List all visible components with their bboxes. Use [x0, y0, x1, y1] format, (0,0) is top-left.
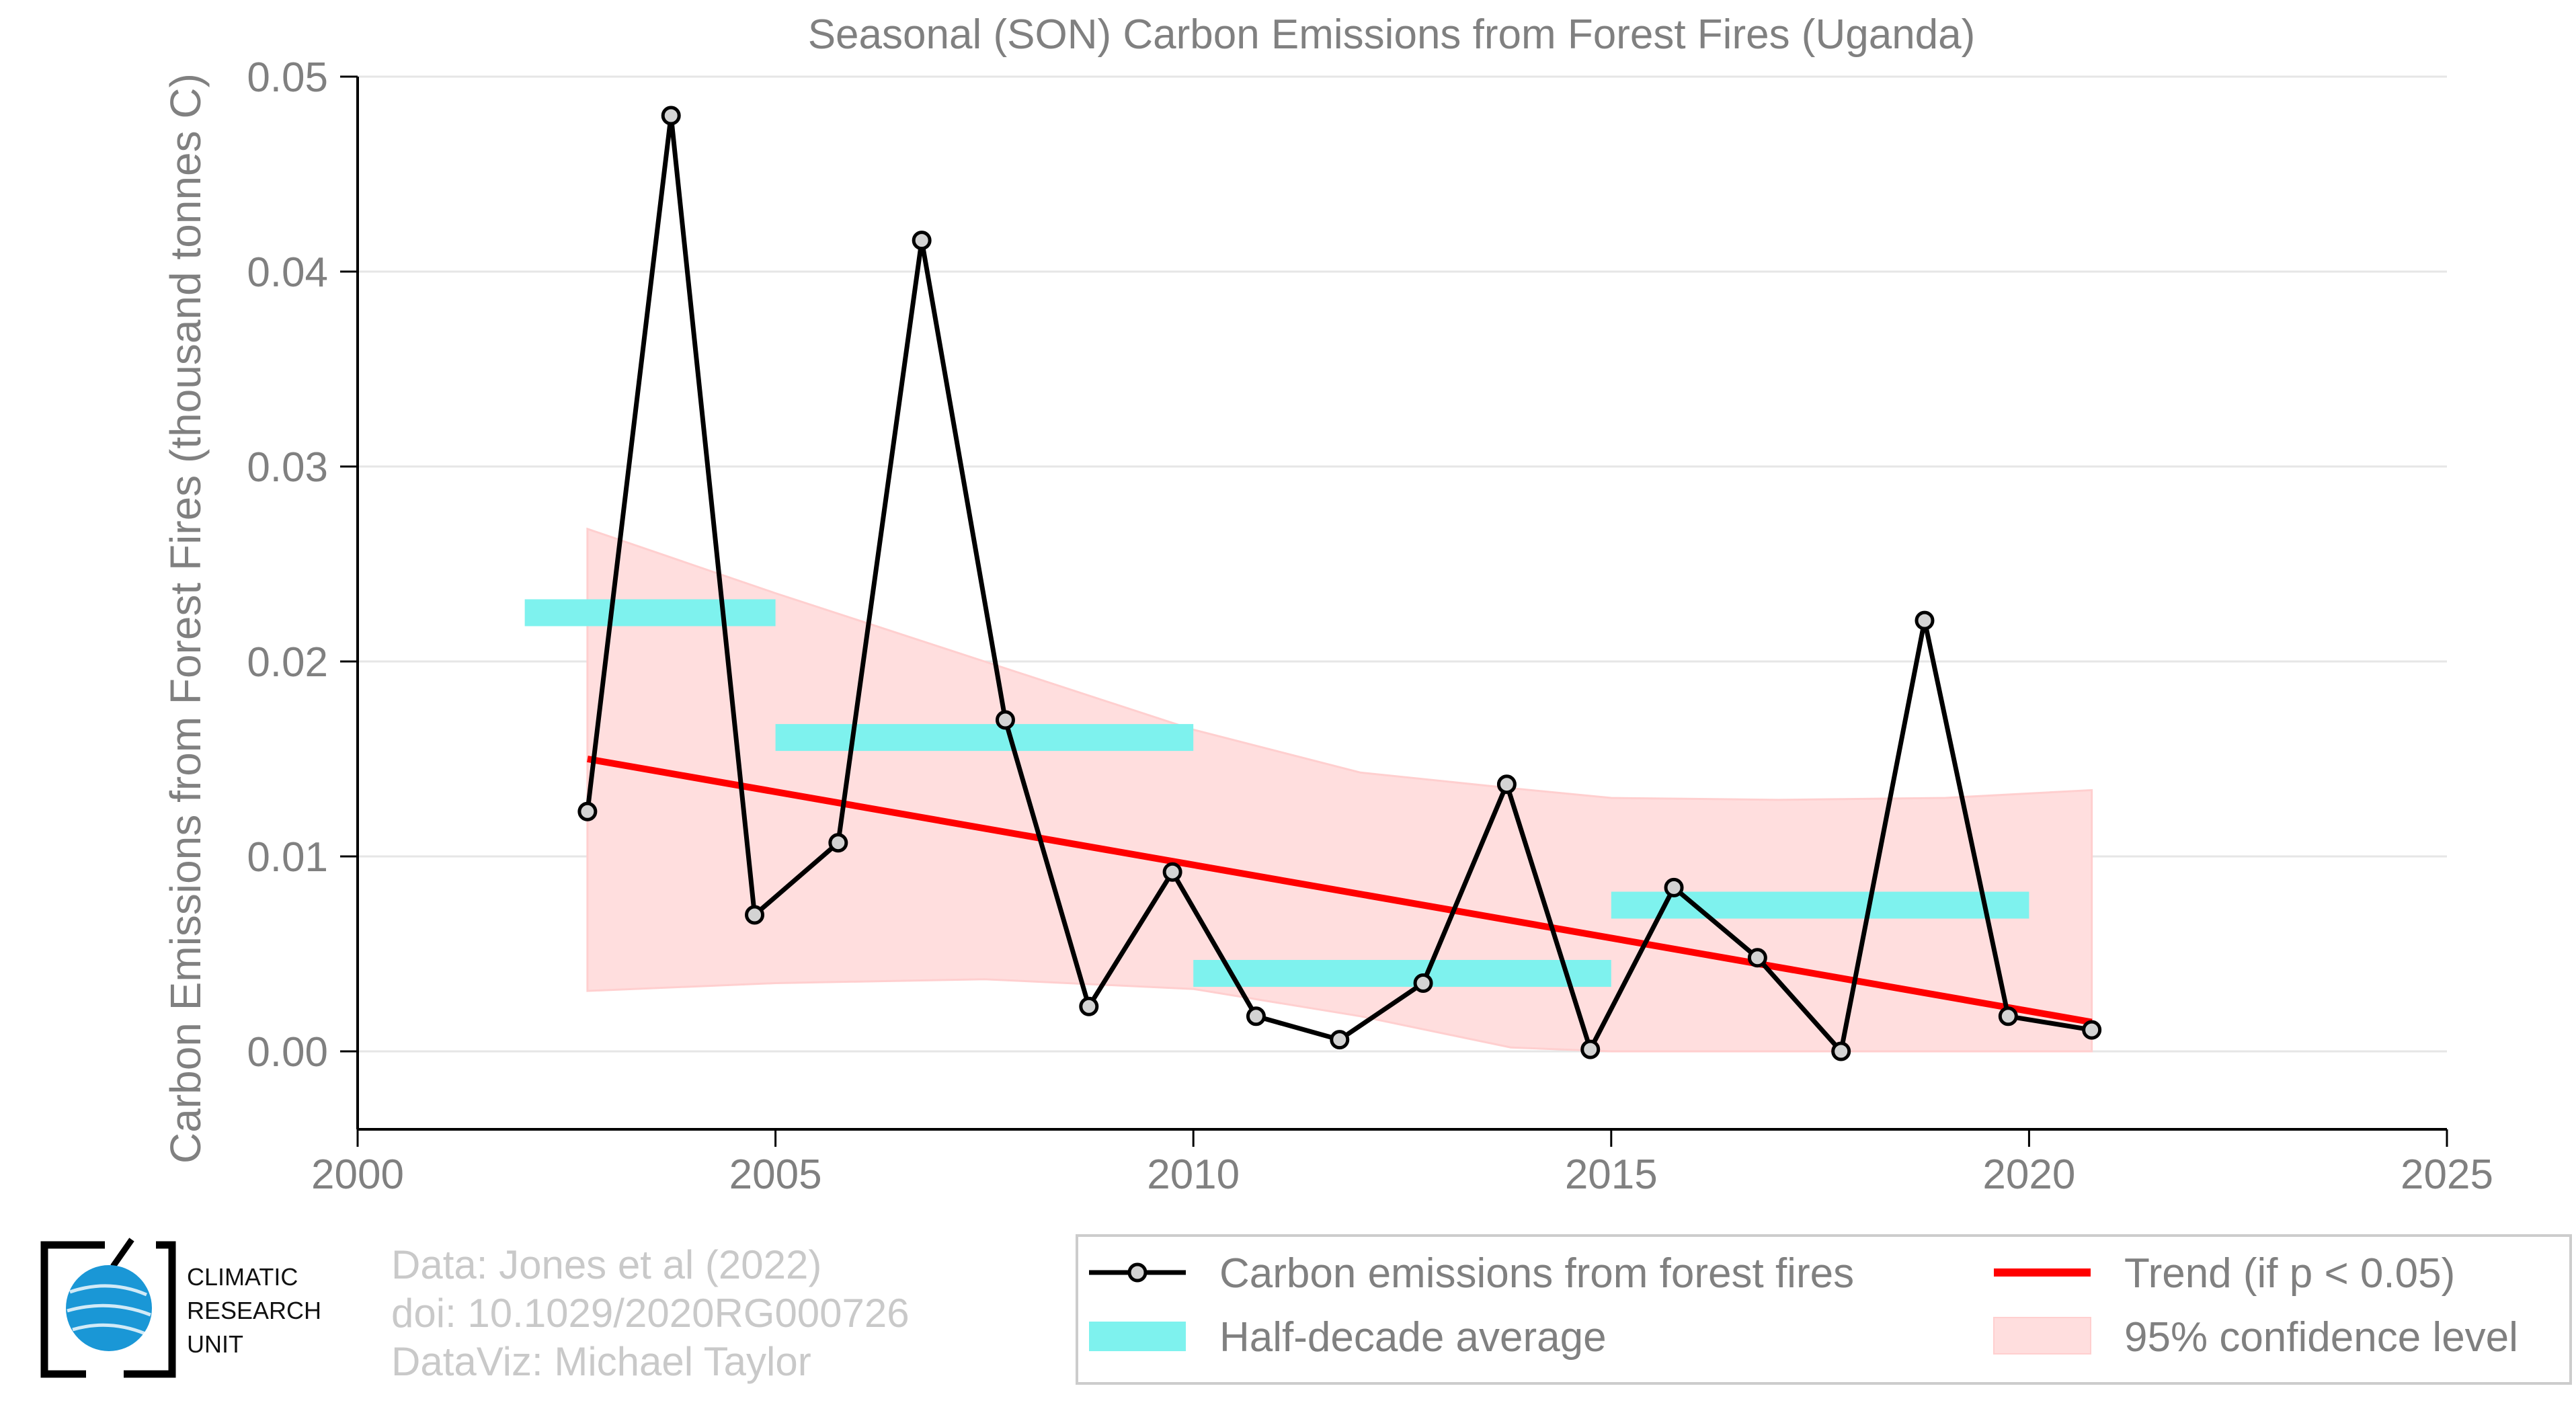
y-tick-label: 0.05: [247, 54, 328, 101]
data-point: [1664, 877, 1684, 897]
y-axis-label: Carbon Emissions from Forest Fires (thou…: [161, 73, 210, 1164]
legend-marker-swatch: [1127, 1262, 1148, 1283]
credit-dataviz: DataViz: Michael Taylor: [391, 1339, 811, 1384]
half-decade-bar: [775, 724, 1194, 752]
logo-text-climatic: CLIMATIC: [187, 1263, 298, 1291]
logo-bracket-right: [124, 1241, 176, 1378]
data-point: [1330, 1030, 1350, 1050]
plot-area: 0.00 0.01 0.02 0.03 0.04 0.05 2000 2005 2010 2015…: [247, 54, 2493, 1198]
half-decade-bar: [524, 599, 776, 627]
data-point: [1496, 774, 1517, 795]
y-tick-label: 0.02: [247, 639, 328, 686]
data-point: [661, 106, 681, 126]
logo-bracket-left: [40, 1241, 105, 1378]
logo-text-research: RESEARCH: [187, 1297, 321, 1324]
data-point: [995, 710, 1015, 730]
legend-ci-swatch: [1993, 1317, 2091, 1355]
y-tick-label: 0.04: [247, 249, 328, 296]
logo-text-unit: UNIT: [187, 1330, 243, 1358]
x-tick-label: 2010: [1147, 1152, 1240, 1198]
x-tick-label: 2005: [729, 1152, 822, 1198]
y-tick-label: 0.01: [247, 834, 328, 881]
data-point: [577, 801, 598, 821]
half-decade-bar: [1193, 960, 1611, 987]
credit-data-source: Data: Jones et al (2022): [391, 1242, 821, 1287]
data-point: [2082, 1020, 2102, 1040]
x-tick-label: 2015: [1565, 1152, 1658, 1198]
legend-label-trend: Trend (if p < 0.05): [2124, 1250, 2455, 1297]
data-point: [912, 231, 932, 251]
data-point: [1831, 1041, 1851, 1061]
data-point: [828, 833, 848, 853]
data-point: [1162, 862, 1182, 882]
data-point: [745, 905, 765, 925]
chart-title: Seasonal (SON) Carbon Emissions from For…: [808, 11, 1976, 58]
data-point: [1413, 973, 1433, 993]
legend-label-halfdecade: Half-decade average: [1219, 1314, 1607, 1361]
data-point: [1915, 610, 1935, 631]
data-point: [1246, 1006, 1266, 1026]
legend-frame: [1076, 1234, 2572, 1385]
legend: Carbon emissions from forest fires Trend…: [1076, 1234, 2572, 1385]
trend-line: [587, 756, 2093, 1026]
x-tick-label: 2020: [1982, 1152, 2075, 1198]
data-point: [1079, 996, 1099, 1016]
data-point: [1747, 948, 1767, 968]
x-tick-label: 2025: [2401, 1152, 2493, 1198]
legend-label-ci: 95% confidence level: [2124, 1314, 2518, 1361]
y-tick-label: 0.00: [247, 1029, 328, 1076]
legend-halfdecade-swatch: [1089, 1322, 1186, 1351]
data-point: [1580, 1039, 1601, 1059]
x-tick-label: 2000: [311, 1152, 404, 1198]
data-point: [1998, 1006, 2018, 1026]
legend-label-emissions: Carbon emissions from forest fires: [1219, 1250, 1854, 1297]
credit-doi: doi: 10.1029/2020RG000726: [391, 1291, 910, 1336]
cru-logo: CLIMATIC RESEARCH UNIT: [40, 1238, 321, 1378]
logo-slash: [110, 1238, 134, 1268]
y-tick-label: 0.03: [247, 444, 328, 491]
